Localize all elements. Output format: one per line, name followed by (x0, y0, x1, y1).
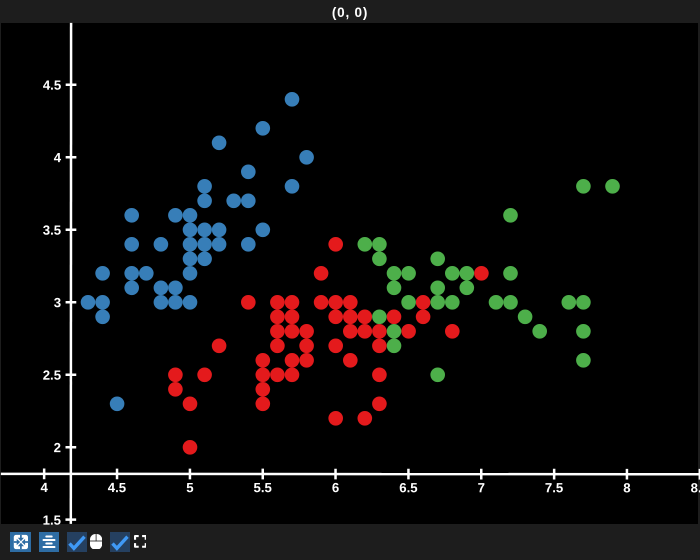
svg-text:1.5: 1.5 (43, 513, 61, 528)
svg-text:6.5: 6.5 (399, 480, 417, 495)
svg-text:4.5: 4.5 (108, 480, 126, 495)
svg-text:7.5: 7.5 (545, 480, 563, 495)
svg-text:7: 7 (478, 480, 485, 495)
svg-text:6: 6 (332, 480, 339, 495)
svg-text:4.5: 4.5 (43, 78, 61, 93)
svg-text:4: 4 (41, 480, 49, 495)
svg-text:3: 3 (54, 295, 61, 310)
svg-text:2.5: 2.5 (43, 368, 61, 383)
svg-text:2: 2 (54, 440, 61, 455)
svg-text:4: 4 (54, 150, 62, 165)
svg-text:8: 8 (623, 480, 630, 495)
svg-text:8.5: 8.5 (691, 480, 700, 495)
svg-text:3.5: 3.5 (43, 223, 61, 238)
svg-text:5.5: 5.5 (254, 480, 272, 495)
svg-text:5: 5 (186, 480, 193, 495)
